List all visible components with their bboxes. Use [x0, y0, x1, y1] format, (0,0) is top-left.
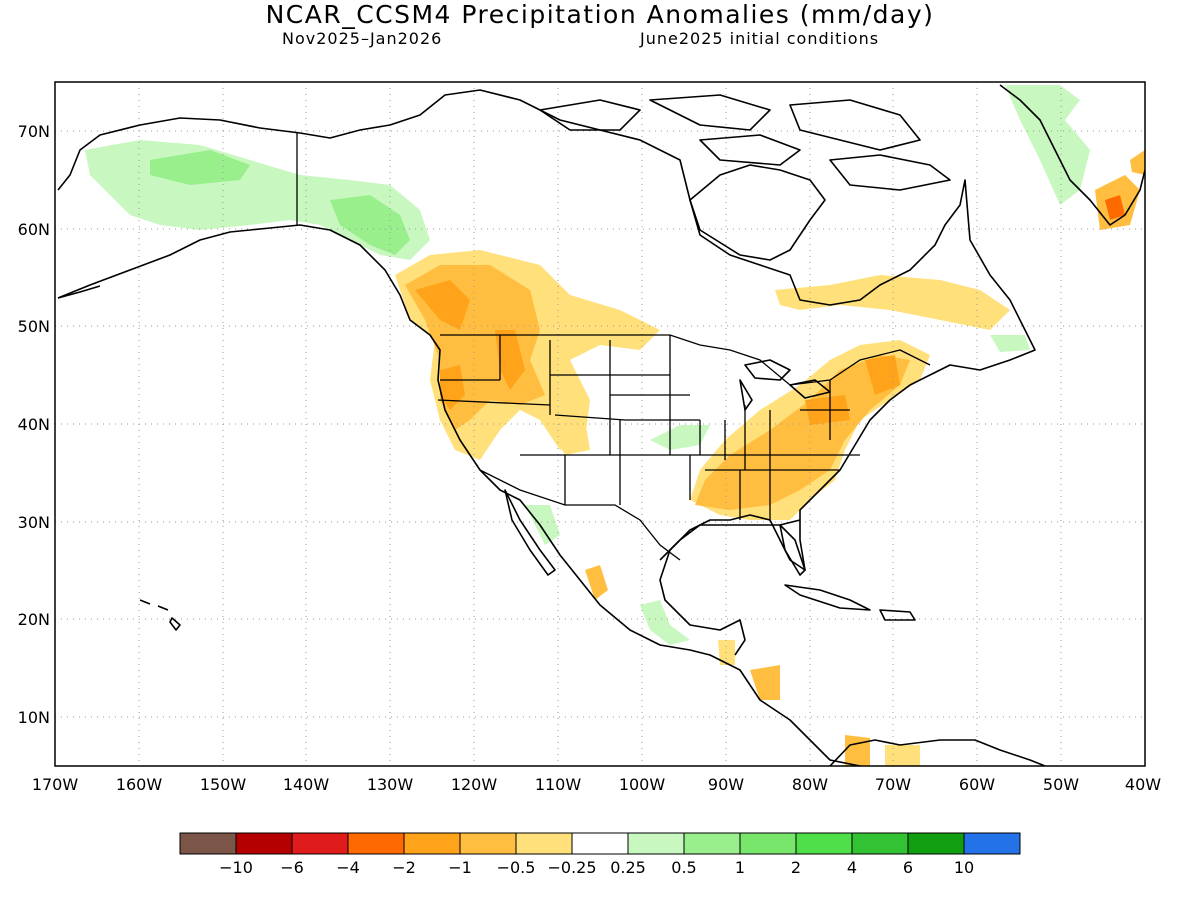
lat-label: 20N	[18, 610, 50, 629]
gulf-coast	[659, 519, 801, 561]
legend-label: −0.25	[547, 858, 596, 877]
lat-label: 30N	[18, 513, 50, 532]
greenland-wet	[1005, 85, 1090, 205]
legend-label: −0.5	[497, 858, 536, 877]
legend-label: 2	[791, 858, 801, 877]
us-canada-border	[440, 334, 931, 386]
lat-label: 50N	[18, 317, 50, 336]
greenland-dry-core	[1105, 195, 1125, 220]
legend-swatch	[963, 832, 1021, 855]
alaska-wet-core	[150, 150, 250, 185]
legend-swatch	[683, 832, 741, 855]
hispaniola	[879, 609, 916, 621]
longitude-labels: 170W 160W 150W 140W 130W 120W 110W 100W …	[32, 775, 1161, 794]
lon-label: 130W	[367, 775, 414, 794]
lon-label: 40W	[1125, 775, 1161, 794]
legend-swatch	[291, 832, 349, 855]
legend-labels: −10 −6 −4 −2 −1 −0.5 −0.25 0.25 0.5 1 2 …	[219, 858, 974, 877]
mexico-wet	[640, 600, 690, 645]
colombia-dry	[845, 735, 870, 766]
lon-label: 110W	[535, 775, 582, 794]
lon-label: 120W	[451, 775, 498, 794]
map-title: NCAR_CCSM4 Precipitation Anomalies (mm/d…	[265, 0, 935, 29]
forecast-period: Nov2025–Jan2026	[282, 29, 443, 48]
lon-label: 80W	[792, 775, 828, 794]
plot-frame	[54, 81, 1146, 767]
legend-label: −10	[219, 858, 253, 877]
cuba	[784, 584, 871, 611]
legend-label: 0.5	[671, 858, 696, 877]
lat-label: 10N	[18, 708, 50, 727]
arctic-islands	[539, 94, 951, 191]
hawaii	[139, 599, 181, 631]
legend-swatch	[235, 832, 293, 855]
legend-label: 10	[954, 858, 974, 877]
lat-label: 70N	[18, 122, 50, 141]
venezuela-dry	[885, 745, 920, 766]
legend-swatch	[459, 832, 517, 855]
anomaly-shading	[85, 85, 1145, 766]
legend-label: −6	[280, 858, 304, 877]
legend-swatch	[907, 832, 965, 855]
honduras-dry	[750, 665, 780, 700]
political-borders	[296, 133, 931, 561]
sonora-dry	[585, 565, 608, 600]
newengland-dry-core	[865, 355, 900, 395]
legend-swatch	[179, 832, 237, 855]
legend-swatch	[795, 832, 853, 855]
canada-east-dry	[775, 275, 1010, 330]
west-dry-core	[415, 280, 470, 330]
north-america-coastline	[57, 84, 1145, 766]
idaho-dry-core	[495, 330, 525, 390]
legend-label: 0.25	[610, 858, 646, 877]
legend-swatch	[739, 832, 797, 855]
southwest-dry	[545, 420, 590, 455]
us-state-lines	[437, 335, 860, 520]
baja-wet	[525, 505, 560, 545]
legend-swatch	[515, 832, 573, 855]
legend-label: 6	[903, 858, 913, 877]
greenland-dry-ne	[1130, 150, 1145, 175]
lon-label: 170W	[32, 775, 79, 794]
lat-label: 60N	[18, 220, 50, 239]
legend-label: −2	[392, 858, 416, 877]
legend-swatch	[347, 832, 405, 855]
legend-colorbar	[179, 832, 1021, 855]
ohio-valley-wet	[650, 425, 710, 450]
graticule	[55, 82, 1145, 766]
south-america	[829, 739, 1046, 766]
legend-swatch	[851, 832, 909, 855]
legend-swatch	[627, 832, 685, 855]
legend-swatch	[403, 832, 461, 855]
baja-peninsula	[504, 489, 556, 576]
lon-label: 60W	[959, 775, 995, 794]
lon-label: 100W	[619, 775, 666, 794]
lon-label: 50W	[1043, 775, 1079, 794]
legend-label: 4	[847, 858, 857, 877]
coastlines	[55, 84, 1145, 766]
east-dry-mid	[695, 355, 910, 510]
lat-label: 40N	[18, 415, 50, 434]
initial-conditions: June2025 initial conditions	[640, 29, 880, 48]
lon-label: 160W	[116, 775, 163, 794]
newfoundland-wet	[990, 335, 1030, 352]
latitude-labels: 70N 60N 50N 40N 30N 20N 10N	[18, 122, 50, 727]
us-mexico-border	[479, 469, 681, 561]
hudson-bay	[689, 164, 826, 261]
lon-label: 90W	[708, 775, 744, 794]
bc-coast-wet	[330, 195, 410, 255]
legend-swatch	[571, 832, 629, 855]
legend-label: −1	[448, 858, 472, 877]
lon-label: 150W	[200, 775, 247, 794]
florida	[779, 524, 806, 576]
aleutians	[55, 285, 101, 301]
lon-label: 140W	[283, 775, 330, 794]
legend-label: 1	[735, 858, 745, 877]
lon-label: 70W	[875, 775, 911, 794]
legend-label: −4	[336, 858, 360, 877]
oregon-dry-core	[440, 365, 465, 410]
